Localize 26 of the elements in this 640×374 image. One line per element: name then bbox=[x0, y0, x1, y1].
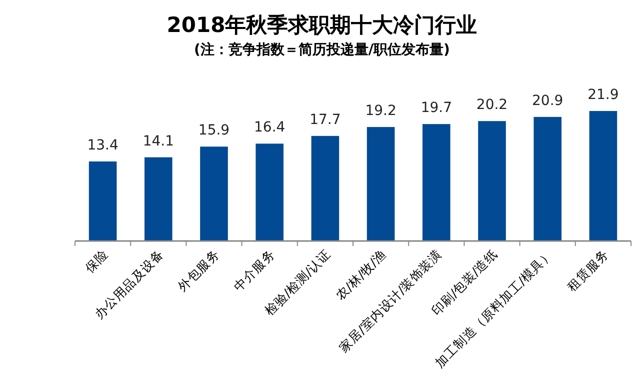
bar bbox=[144, 157, 172, 241]
data-label: 14.1 bbox=[142, 133, 174, 150]
data-label: 20.9 bbox=[532, 92, 564, 109]
bar bbox=[478, 121, 506, 241]
data-label: 19.2 bbox=[365, 103, 396, 120]
bar bbox=[200, 146, 228, 241]
bar bbox=[422, 124, 450, 241]
chart-subtitle: (注：竞争指数＝简历投递量/职位发布量) bbox=[194, 41, 450, 58]
bar bbox=[256, 144, 284, 241]
x-tick-label: 租赁服务 bbox=[564, 246, 612, 294]
data-label: 16.4 bbox=[254, 120, 286, 136]
data-label: 13.4 bbox=[87, 137, 118, 154]
data-label: 15.9 bbox=[198, 122, 230, 139]
bar bbox=[366, 127, 395, 241]
data-label: 19.7 bbox=[420, 100, 452, 116]
x-tick-label: 外包服务 bbox=[174, 246, 222, 294]
bar bbox=[589, 111, 618, 241]
bar bbox=[311, 136, 340, 241]
x-tick-label: 保险 bbox=[82, 246, 111, 276]
data-label: 17.7 bbox=[310, 112, 341, 128]
bar bbox=[534, 116, 562, 241]
bar bbox=[88, 161, 117, 241]
x-tick-label: 中介服务 bbox=[230, 246, 278, 294]
chart-title: 2018年秋季求职期十大冷门行业 bbox=[166, 13, 478, 37]
data-label: 21.9 bbox=[588, 87, 619, 103]
data-label: 20.2 bbox=[476, 97, 508, 114]
